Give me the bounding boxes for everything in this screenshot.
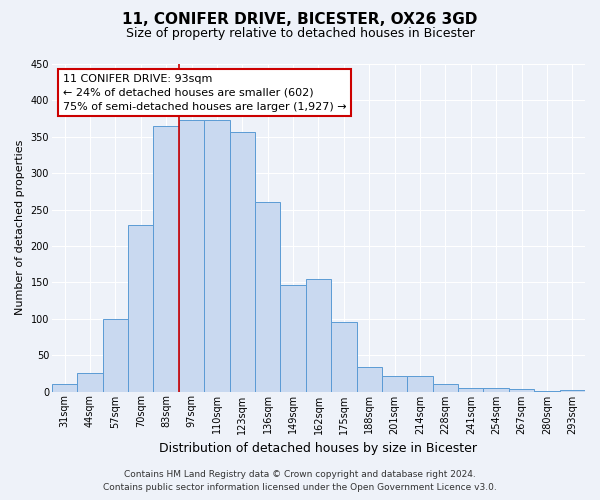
Bar: [280, 284, 306, 392]
Bar: [306, 278, 331, 392]
Text: Contains HM Land Registry data © Crown copyright and database right 2024.
Contai: Contains HM Land Registry data © Crown c…: [103, 470, 497, 492]
Bar: [509, 390, 534, 392]
Bar: [179, 120, 204, 392]
X-axis label: Distribution of detached houses by size in Bicester: Distribution of detached houses by size …: [160, 442, 478, 455]
Bar: [331, 322, 356, 392]
Bar: [560, 390, 585, 392]
Bar: [154, 126, 179, 392]
Text: 11 CONIFER DRIVE: 93sqm
← 24% of detached houses are smaller (602)
75% of semi-d: 11 CONIFER DRIVE: 93sqm ← 24% of detache…: [62, 74, 346, 112]
Bar: [52, 384, 77, 392]
Bar: [382, 376, 407, 392]
Bar: [128, 225, 154, 392]
Bar: [458, 388, 484, 392]
Bar: [230, 132, 255, 392]
Text: 11, CONIFER DRIVE, BICESTER, OX26 3GD: 11, CONIFER DRIVE, BICESTER, OX26 3GD: [122, 12, 478, 28]
Bar: [484, 388, 509, 392]
Bar: [103, 318, 128, 392]
Bar: [407, 376, 433, 392]
Bar: [255, 202, 280, 392]
Bar: [433, 384, 458, 392]
Bar: [534, 391, 560, 392]
Text: Size of property relative to detached houses in Bicester: Size of property relative to detached ho…: [125, 28, 475, 40]
Bar: [77, 372, 103, 392]
Bar: [204, 120, 230, 392]
Y-axis label: Number of detached properties: Number of detached properties: [15, 140, 25, 316]
Bar: [356, 368, 382, 392]
